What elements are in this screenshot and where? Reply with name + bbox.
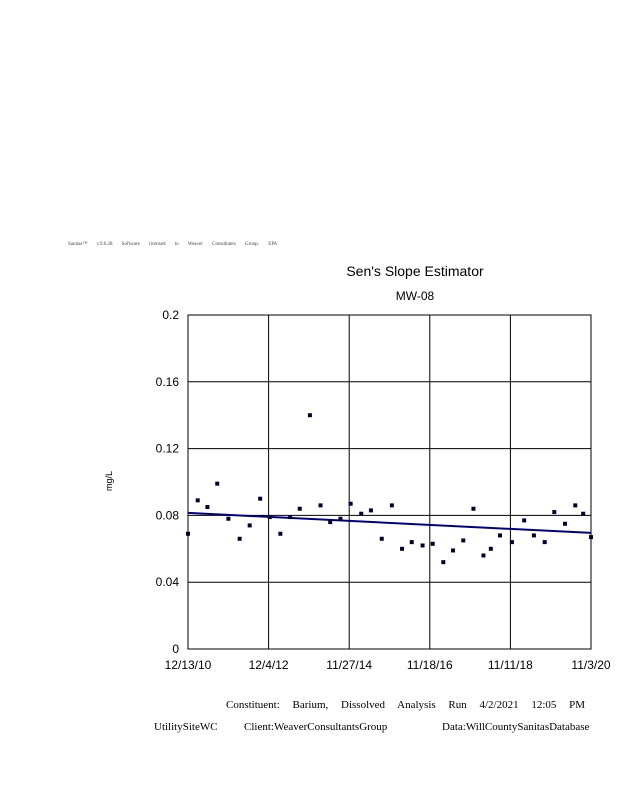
- client-name: Client:WeaverConsultantsGroup: [244, 721, 388, 733]
- utility-site: UtilitySiteWC: [154, 721, 218, 733]
- data-point: [318, 503, 323, 508]
- data-point: [509, 540, 514, 545]
- data-point: [368, 508, 373, 513]
- data-point: [451, 548, 456, 553]
- chart-subtitle: MW-08: [395, 289, 435, 303]
- data-point: [552, 510, 557, 515]
- x-tick-label: 12/13/10: [165, 658, 212, 672]
- chart-title: Sen's Slope Estimator: [346, 263, 484, 279]
- license-header: Sanitas™ v.9.6.28 Software licensed to W…: [68, 242, 278, 247]
- data-source: Data:WillCountySanitasDatabase: [442, 721, 590, 733]
- data-point: [328, 520, 333, 525]
- y-axis-label: mg/L: [104, 471, 114, 491]
- data-point: [488, 546, 493, 551]
- data-point: [430, 541, 435, 546]
- data-point: [247, 523, 252, 528]
- data-point: [348, 501, 353, 506]
- data-point: [481, 553, 486, 558]
- data-point: [237, 536, 242, 541]
- data-points: [186, 413, 593, 565]
- plot-frame: [187, 314, 592, 650]
- data-point: [542, 540, 547, 545]
- sens-slope-trend-line: [187, 511, 592, 534]
- data-point: [522, 518, 527, 523]
- data-point: [359, 511, 364, 516]
- y-tick-label: 0.2: [162, 308, 179, 322]
- x-axis-ticks: 12/13/10 12/4/12 11/27/14 11/18/16 11/11/18 1…: [165, 658, 611, 672]
- data-point: [307, 413, 312, 418]
- data-point: [400, 546, 405, 551]
- data-point: [441, 560, 446, 565]
- data-point: [420, 543, 425, 548]
- y-tick-label: 0.08: [156, 508, 180, 522]
- trend-line-group: [187, 511, 592, 534]
- data-point: [581, 511, 586, 516]
- data-point: [389, 503, 394, 508]
- data-point: [278, 531, 283, 536]
- data-point: [195, 498, 200, 503]
- y-axis-ticks: 0 0.04 0.08 0.12 0.16 0.2: [156, 308, 180, 656]
- data-point: [409, 540, 414, 545]
- data-point: [563, 521, 568, 526]
- data-point: [461, 538, 466, 543]
- data-point: [215, 481, 220, 486]
- data-point: [589, 535, 593, 540]
- constituent-line: Constituent: Barium, Dissolved Analysis …: [226, 699, 586, 711]
- y-tick-label: 0.12: [156, 442, 180, 456]
- data-point: [297, 506, 302, 511]
- data-point: [338, 516, 343, 521]
- data-point: [379, 536, 384, 541]
- y-tick-label: 0: [172, 642, 179, 656]
- data-point: [258, 496, 263, 501]
- x-tick-label: 11/3/20: [571, 658, 610, 672]
- data-point: [573, 503, 578, 508]
- grid: [187, 314, 592, 650]
- data-point: [267, 515, 272, 520]
- data-point: [226, 516, 231, 521]
- y-tick-label: 0.04: [156, 575, 180, 589]
- x-tick-label: 11/27/14: [326, 658, 372, 672]
- data-point: [186, 531, 190, 536]
- data-point: [205, 505, 210, 510]
- data-point: [531, 533, 536, 538]
- x-tick-label: 11/18/16: [407, 658, 453, 672]
- x-tick-label: 12/4/12: [249, 658, 289, 672]
- data-point: [288, 515, 293, 520]
- data-point: [497, 533, 502, 538]
- x-tick-label: 11/11/18: [488, 658, 533, 672]
- y-tick-label: 0.16: [156, 375, 180, 389]
- data-point: [471, 506, 476, 511]
